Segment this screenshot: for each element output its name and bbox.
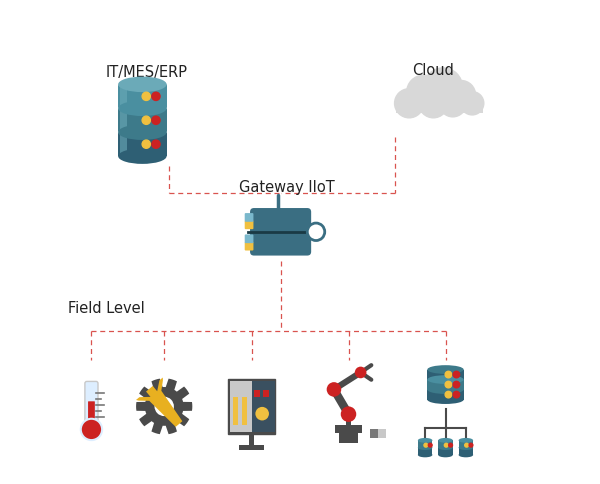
Polygon shape xyxy=(120,109,127,133)
Polygon shape xyxy=(396,99,484,114)
Ellipse shape xyxy=(438,438,453,443)
FancyBboxPatch shape xyxy=(254,391,260,397)
Ellipse shape xyxy=(118,80,167,90)
Text: Gateway IIoT: Gateway IIoT xyxy=(239,180,335,195)
Circle shape xyxy=(445,443,448,447)
Polygon shape xyxy=(136,378,182,427)
Circle shape xyxy=(419,90,448,119)
Circle shape xyxy=(445,381,452,388)
FancyBboxPatch shape xyxy=(230,381,251,432)
Polygon shape xyxy=(118,85,167,109)
Ellipse shape xyxy=(427,365,464,374)
Ellipse shape xyxy=(118,105,167,114)
FancyBboxPatch shape xyxy=(250,209,311,235)
Text: IT/MES/ERP: IT/MES/ERP xyxy=(106,65,188,80)
Circle shape xyxy=(256,407,269,421)
Ellipse shape xyxy=(427,385,464,394)
Ellipse shape xyxy=(458,445,473,450)
Circle shape xyxy=(152,93,160,101)
Polygon shape xyxy=(427,380,464,390)
Circle shape xyxy=(461,92,484,116)
Circle shape xyxy=(407,76,440,110)
FancyBboxPatch shape xyxy=(250,230,311,256)
FancyBboxPatch shape xyxy=(339,432,358,443)
FancyBboxPatch shape xyxy=(85,381,98,426)
FancyBboxPatch shape xyxy=(229,378,275,435)
Ellipse shape xyxy=(118,128,167,137)
FancyBboxPatch shape xyxy=(245,221,253,230)
Ellipse shape xyxy=(118,125,167,141)
Ellipse shape xyxy=(118,149,167,165)
Polygon shape xyxy=(118,109,167,133)
Ellipse shape xyxy=(427,376,464,384)
Circle shape xyxy=(142,141,151,149)
Ellipse shape xyxy=(438,445,453,450)
Circle shape xyxy=(326,382,341,397)
Ellipse shape xyxy=(418,438,433,443)
FancyBboxPatch shape xyxy=(233,397,238,425)
Circle shape xyxy=(152,141,160,149)
Circle shape xyxy=(453,381,460,388)
FancyBboxPatch shape xyxy=(245,213,253,222)
FancyBboxPatch shape xyxy=(245,235,253,243)
FancyBboxPatch shape xyxy=(335,424,362,433)
Ellipse shape xyxy=(458,438,473,443)
FancyBboxPatch shape xyxy=(253,381,275,432)
FancyBboxPatch shape xyxy=(88,402,95,425)
Polygon shape xyxy=(438,448,453,455)
Circle shape xyxy=(155,397,174,416)
Circle shape xyxy=(341,407,356,422)
Ellipse shape xyxy=(118,101,167,117)
Circle shape xyxy=(142,117,151,125)
Circle shape xyxy=(424,69,463,107)
Circle shape xyxy=(453,372,460,378)
Ellipse shape xyxy=(438,453,453,457)
FancyBboxPatch shape xyxy=(370,429,378,438)
Polygon shape xyxy=(136,379,193,434)
Polygon shape xyxy=(120,133,127,157)
FancyBboxPatch shape xyxy=(242,397,247,425)
Circle shape xyxy=(307,224,325,241)
Polygon shape xyxy=(458,440,473,448)
Circle shape xyxy=(424,443,428,447)
Polygon shape xyxy=(427,370,464,380)
Circle shape xyxy=(453,392,460,398)
Polygon shape xyxy=(418,440,433,448)
Circle shape xyxy=(152,117,160,125)
Polygon shape xyxy=(458,448,473,455)
Circle shape xyxy=(81,419,102,440)
Circle shape xyxy=(445,392,452,398)
Polygon shape xyxy=(120,85,127,109)
FancyBboxPatch shape xyxy=(346,414,352,425)
FancyBboxPatch shape xyxy=(374,429,382,438)
Ellipse shape xyxy=(418,453,433,457)
Circle shape xyxy=(395,90,424,119)
FancyBboxPatch shape xyxy=(263,391,269,397)
Circle shape xyxy=(445,372,452,378)
Text: Field Level: Field Level xyxy=(68,300,145,315)
Ellipse shape xyxy=(427,395,464,404)
Polygon shape xyxy=(118,133,167,157)
Circle shape xyxy=(449,443,452,447)
FancyBboxPatch shape xyxy=(239,445,263,450)
FancyBboxPatch shape xyxy=(248,435,254,446)
Polygon shape xyxy=(418,448,433,455)
Circle shape xyxy=(142,93,151,101)
Ellipse shape xyxy=(458,453,473,457)
Circle shape xyxy=(439,91,466,118)
Polygon shape xyxy=(427,390,464,400)
Circle shape xyxy=(355,367,367,378)
Polygon shape xyxy=(438,440,453,448)
Circle shape xyxy=(465,443,469,447)
Text: Cloud: Cloud xyxy=(413,63,454,78)
FancyBboxPatch shape xyxy=(245,242,253,251)
Circle shape xyxy=(428,443,432,447)
Circle shape xyxy=(469,443,473,447)
FancyBboxPatch shape xyxy=(378,429,386,438)
Circle shape xyxy=(446,81,476,110)
Ellipse shape xyxy=(418,445,433,450)
Ellipse shape xyxy=(118,77,167,93)
